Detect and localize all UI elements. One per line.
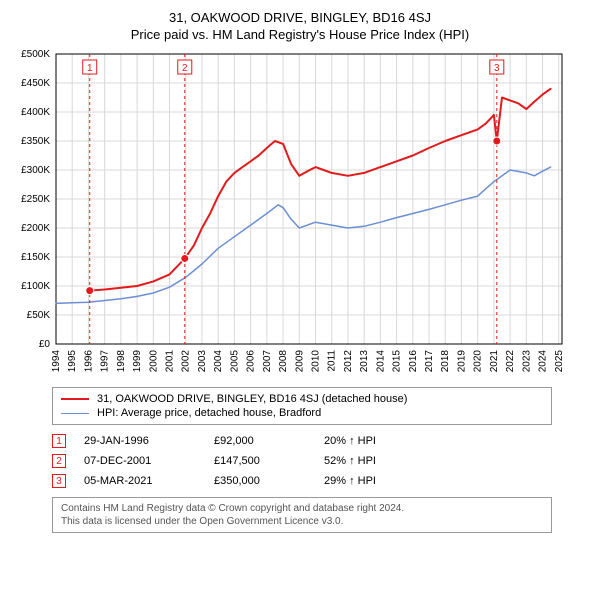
x-tick-label: 2018 — [440, 350, 451, 373]
event-marker: 2 — [52, 454, 66, 468]
x-tick-label: 2025 — [554, 350, 565, 373]
y-tick-label: £0 — [39, 339, 51, 350]
footer-attribution: Contains HM Land Registry data © Crown c… — [52, 497, 552, 533]
y-tick-label: £400K — [21, 107, 50, 118]
title-address: 31, OAKWOOD DRIVE, BINGLEY, BD16 4SJ — [12, 10, 588, 25]
y-tick-label: £50K — [27, 310, 51, 321]
event-marker-number: 1 — [87, 63, 93, 74]
x-tick-label: 1994 — [51, 350, 62, 373]
x-tick-label: 1995 — [67, 350, 78, 373]
x-tick-label: 1996 — [83, 350, 94, 373]
x-tick-label: 2011 — [327, 350, 338, 372]
legend-label: HPI: Average price, detached house, Brad… — [97, 407, 321, 419]
event-date: 07-DEC-2001 — [84, 455, 214, 467]
title-subtitle: Price paid vs. HM Land Registry's House … — [12, 27, 588, 42]
event-pct: 29% ↑ HPI — [324, 475, 376, 487]
x-tick-label: 2019 — [456, 350, 467, 373]
x-tick-label: 2004 — [213, 350, 224, 373]
event-pct: 20% ↑ HPI — [324, 435, 376, 447]
x-tick-label: 2010 — [310, 350, 321, 373]
x-tick-label: 2002 — [181, 350, 192, 373]
x-tick-label: 1997 — [100, 350, 111, 373]
legend-swatch — [61, 413, 89, 414]
x-tick-label: 2005 — [229, 350, 240, 373]
x-tick-label: 2014 — [375, 350, 386, 373]
legend-swatch — [61, 398, 89, 400]
event-marker-number: 3 — [494, 63, 500, 74]
chart-area: £0 £50K £100K £150K £200K £250K £300K £350K £400… — [12, 48, 588, 383]
event-marker: 3 — [52, 474, 66, 488]
y-tick-label: £350K — [21, 136, 50, 147]
legend-item: 31, OAKWOOD DRIVE, BINGLEY, BD16 4SJ (de… — [61, 392, 543, 406]
x-tick-label: 2017 — [424, 350, 435, 373]
x-tick-label: 2016 — [408, 350, 419, 373]
x-tick-label: 1998 — [116, 350, 127, 373]
event-marker-number: 2 — [182, 63, 188, 74]
y-tick-label: £200K — [21, 223, 50, 234]
x-tick-label: 2022 — [505, 350, 516, 373]
events-table: 1 29-JAN-1996£92,00020% ↑ HPI 2 07-DEC-2001… — [52, 431, 552, 491]
event-dot — [181, 254, 189, 262]
y-tick-label: £250K — [21, 194, 50, 205]
x-tick-label: 1999 — [132, 350, 143, 373]
x-tick-label: 2003 — [197, 350, 208, 373]
event-price: £147,500 — [214, 455, 324, 467]
event-row: 1 29-JAN-1996£92,00020% ↑ HPI — [52, 431, 552, 451]
x-tick-label: 2009 — [294, 350, 305, 373]
event-dot — [493, 137, 501, 145]
x-tick-label: 2023 — [521, 350, 532, 373]
price-chart: £0 £50K £100K £150K £200K £250K £300K £350K £400… — [12, 48, 572, 378]
event-dot — [86, 287, 94, 295]
chart-container: 31, OAKWOOD DRIVE, BINGLEY, BD16 4SJ Pri… — [0, 0, 600, 541]
x-tick-label: 2008 — [278, 350, 289, 373]
x-tick-label: 2015 — [392, 350, 403, 373]
y-tick-label: £500K — [21, 49, 50, 60]
event-pct: 52% ↑ HPI — [324, 455, 376, 467]
event-date: 29-JAN-1996 — [84, 435, 214, 447]
legend-item: HPI: Average price, detached house, Brad… — [61, 406, 543, 420]
x-tick-label: 2007 — [262, 350, 273, 373]
event-price: £92,000 — [214, 435, 324, 447]
y-tick-label: £300K — [21, 165, 50, 176]
footer-line2: This data is licensed under the Open Gov… — [61, 515, 543, 528]
footer-line1: Contains HM Land Registry data © Crown c… — [61, 502, 543, 515]
legend-box: 31, OAKWOOD DRIVE, BINGLEY, BD16 4SJ (de… — [52, 387, 552, 425]
event-row: 2 07-DEC-2001£147,50052% ↑ HPI — [52, 451, 552, 471]
event-row: 3 05-MAR-2021£350,00029% ↑ HPI — [52, 471, 552, 491]
x-tick-label: 2012 — [343, 350, 354, 373]
y-tick-label: £100K — [21, 281, 50, 292]
y-tick-label: £450K — [21, 78, 50, 89]
event-price: £350,000 — [214, 475, 324, 487]
y-tick-label: £150K — [21, 252, 50, 263]
x-tick-label: 2024 — [538, 350, 549, 373]
x-tick-label: 2006 — [246, 350, 257, 373]
event-marker: 1 — [52, 434, 66, 448]
legend-label: 31, OAKWOOD DRIVE, BINGLEY, BD16 4SJ (de… — [97, 393, 407, 405]
x-tick-label: 2013 — [359, 350, 370, 373]
x-tick-label: 2000 — [148, 350, 159, 373]
event-date: 05-MAR-2021 — [84, 475, 214, 487]
x-tick-label: 2021 — [489, 350, 500, 373]
x-tick-label: 2020 — [473, 350, 484, 373]
x-tick-label: 2001 — [165, 350, 176, 373]
